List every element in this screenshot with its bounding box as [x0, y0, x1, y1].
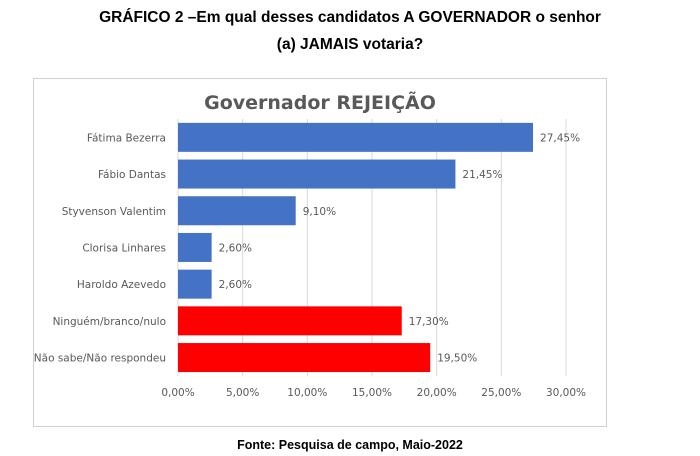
x-tick-label: 15,00%	[352, 387, 392, 399]
x-tick-label: 5,00%	[226, 387, 259, 399]
value-label: 19,50%	[437, 353, 477, 365]
bar	[178, 122, 534, 152]
bar	[178, 343, 431, 373]
bar	[178, 232, 212, 262]
category-label: Clorisa Linhares	[82, 242, 166, 254]
heading-line-1: GRÁFICO 2 –Em qual desses candidatos A G…	[99, 9, 601, 26]
heading-line-2: (a) JAMAIS votaria?	[276, 36, 424, 53]
x-tick-label: 30,00%	[546, 387, 586, 399]
labels: 0,00% 5,00% 10,00% 15,00% 20,00% 25,00% 30,00%…	[34, 132, 586, 399]
bar	[178, 269, 212, 299]
x-tick-label: 25,00%	[481, 387, 521, 399]
category-label: Haroldo Azevedo	[77, 279, 166, 291]
category-label: Ninguém/branco/nulo	[53, 316, 166, 328]
value-label: 17,30%	[409, 316, 449, 328]
category-label: Styvenson Valentim	[62, 206, 166, 218]
value-label: 21,45%	[462, 169, 502, 181]
chart-title: Governador REJEIÇÃO	[204, 90, 436, 114]
bar	[178, 306, 402, 336]
bar	[178, 196, 296, 226]
source-note: Fonte: Pesquisa de campo, Maio-2022	[237, 438, 463, 452]
bars	[178, 122, 534, 373]
value-label: 27,45%	[540, 132, 580, 144]
rejection-bar-chart: Governador REJEIÇÃO 0,00% 5,00% 10,00% 15,0…	[34, 90, 586, 399]
category-label: Fábio Dantas	[98, 169, 166, 181]
chart-frame: Governador REJEIÇÃO 0,00% 5,00% 10,00% 15,0…	[33, 78, 607, 427]
x-tick-label: 10,00%	[287, 387, 327, 399]
value-label: 2,60%	[219, 242, 252, 254]
x-tick-label: 0,00%	[161, 387, 194, 399]
category-label: Não sabe/Não respondeu	[34, 353, 166, 365]
value-label: 9,10%	[303, 206, 336, 218]
value-label: 2,60%	[219, 279, 252, 291]
bar	[178, 159, 456, 189]
x-tick-label: 20,00%	[417, 387, 457, 399]
category-label: Fátima Bezerra	[87, 132, 166, 144]
